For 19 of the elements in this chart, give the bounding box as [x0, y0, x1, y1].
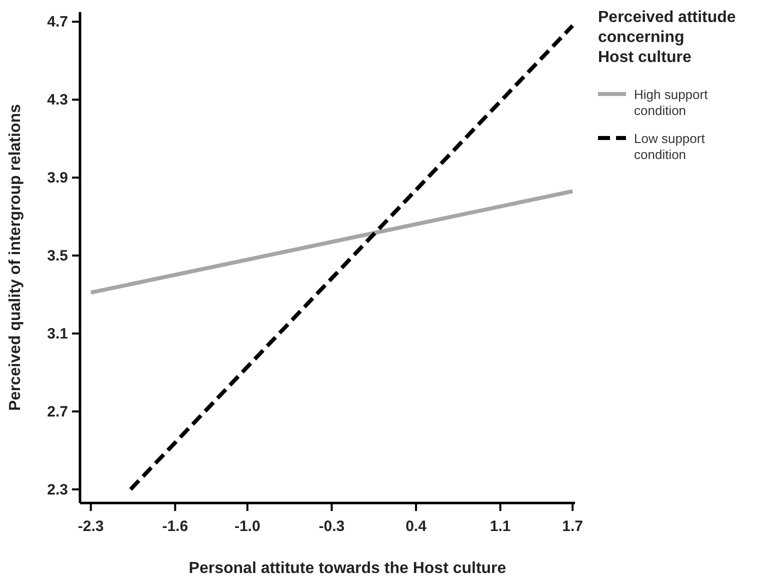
y-tick-label: 3.9 — [47, 170, 68, 187]
x-tick-label: 0.4 — [406, 518, 428, 535]
x-tick-label: 1.1 — [490, 518, 511, 535]
y-tick-label: 2.3 — [47, 481, 68, 498]
y-tick-label: 4.3 — [47, 92, 68, 109]
x-tick-label: -0.3 — [318, 518, 345, 535]
x-axis-title: Personal attitute towards the Host culture — [188, 560, 506, 577]
y-tick-label: 2.7 — [47, 403, 68, 420]
y-tick-label: 3.1 — [47, 325, 68, 342]
x-tick-label: -1.0 — [234, 518, 260, 535]
legend-label: High support condition — [634, 87, 708, 118]
x-tick-label: -1.6 — [162, 518, 188, 535]
y-tick-label: 4.7 — [47, 14, 68, 31]
y-axis-title: Perceived quality of intergroup relations — [7, 104, 24, 411]
x-tick-label: 1.7 — [562, 518, 584, 535]
x-tick-label: -2.3 — [78, 518, 104, 535]
y-tick-label: 3.5 — [47, 248, 68, 265]
legend-label: Low support condition — [634, 131, 706, 162]
legend-title: Perceived attitude concerning Host culture — [598, 9, 736, 66]
